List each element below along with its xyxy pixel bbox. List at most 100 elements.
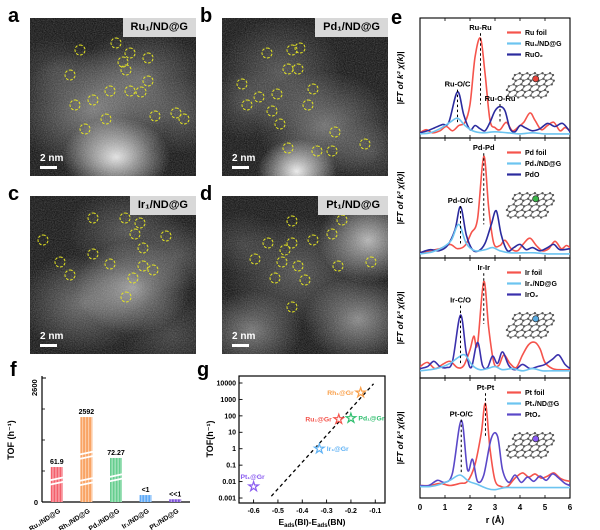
sample-label-d: Pt₁/ND@G	[318, 196, 388, 215]
single-atom-marker	[64, 69, 76, 81]
single-atom-marker	[135, 86, 147, 98]
bar-value-label: <1	[142, 487, 150, 494]
y-tick-label: 0.1	[226, 463, 236, 470]
single-atom-marker	[262, 237, 274, 249]
y-axis-label: TOF(h⁻¹)	[205, 420, 215, 457]
y-axis-label: |FT of k² χ(k)|	[395, 51, 405, 104]
y-tick-label: 0.01	[222, 479, 236, 486]
peak-label: Ir-C/O	[450, 296, 471, 305]
scatter-point-Pd₁@Gr: Pd₁@Gr	[344, 411, 385, 424]
star-marker	[312, 441, 327, 455]
x-tick-label: 1	[443, 503, 448, 512]
single-atom-marker	[276, 256, 288, 268]
single-atom-marker	[282, 142, 294, 154]
single-atom-marker	[104, 258, 116, 270]
x-tick-label: 0	[418, 503, 423, 512]
y-min-tick-label: 0	[34, 498, 38, 507]
single-atom-marker	[279, 244, 291, 256]
legend-label: PdO	[525, 172, 540, 179]
curve-PtO₂	[420, 419, 570, 487]
plot-frame	[238, 375, 386, 504]
single-atom-marker	[299, 274, 311, 286]
noise-texture	[30, 196, 196, 354]
point-label: Pt₁@Gr	[241, 474, 266, 481]
exafs-subplot-0: Ru-Ru Ru-O/C Ru-O-Ru Ru foil Ru₁/ND@G RuO₂ |FT…	[395, 17, 571, 139]
peak-label: Pt-O/C	[450, 410, 474, 419]
scatter-point-Ir₁@Gr: Ir₁@Gr	[312, 441, 349, 455]
bar-category-label: Pt₁/ND@G	[149, 508, 181, 530]
x-tick-label: 4	[518, 503, 523, 512]
graphene-lattice-inset	[505, 432, 555, 459]
single-atom-marker	[54, 256, 66, 268]
y-tick-label: 0.001	[218, 495, 236, 502]
micrograph-c: Ir₁/ND@G 2 nm	[30, 196, 196, 354]
x-tick-label: -0.1	[369, 508, 381, 515]
single-atom-marker	[124, 47, 136, 59]
scatter-point-Ru₁@Gr: Ru₁@Gr	[305, 412, 346, 425]
single-atom-marker	[170, 107, 182, 119]
y-tick-label: 1000	[220, 397, 236, 404]
curve-Pt foil	[420, 402, 570, 489]
metal-atom	[532, 75, 540, 83]
single-atom-marker	[129, 228, 141, 240]
single-atom-marker	[249, 253, 261, 265]
single-atom-marker	[359, 138, 371, 150]
noise-texture	[222, 18, 388, 176]
legend-label: Ru foil	[525, 30, 547, 37]
single-atom-marker	[261, 47, 273, 59]
atom-markers-layer-b	[222, 18, 388, 176]
legend-label: RuO₂	[525, 52, 543, 59]
single-atom-marker	[302, 99, 314, 111]
legend-label: Ir₁/ND@G	[525, 281, 557, 288]
single-atom-marker	[336, 214, 348, 226]
peak-label: Ru-Ru	[469, 23, 492, 32]
y-tick-label: 1	[232, 446, 236, 453]
peak-label: Pd-Pd	[473, 143, 495, 152]
single-atom-marker	[104, 85, 116, 97]
curves	[420, 37, 570, 135]
bar-category-label: Ir₁/ND@G	[121, 508, 151, 530]
single-atom-marker	[292, 260, 304, 272]
atom-markers-layer-c	[30, 196, 196, 354]
single-atom-marker	[137, 242, 149, 254]
point-label: Pd₁@Gr	[358, 416, 384, 423]
x-axis-label: r (Å)	[486, 515, 505, 525]
bar-value-label: 72.27	[107, 450, 125, 457]
graphene-lattice-inset	[505, 72, 555, 99]
curves	[420, 280, 570, 372]
single-atom-marker	[127, 272, 139, 284]
curve-Pd₁/ND@G	[420, 223, 570, 255]
x-tick-label: -0.6	[248, 508, 260, 515]
peak-label: Ir-Ir	[477, 263, 490, 272]
graphene-lattice-inset	[505, 192, 555, 219]
single-atom-marker	[134, 217, 146, 229]
x-tick-label: 2	[468, 503, 473, 512]
exafs-spectra-panel: Ru-Ru Ru-O/C Ru-O-Ru Ru foil Ru₁/ND@G RuO₂ |FT…	[395, 17, 573, 525]
curve-Ru foil	[420, 37, 570, 134]
single-atom-marker	[142, 52, 154, 63]
x-tick-label: -0.2	[345, 508, 357, 515]
panel-letter-f: f	[10, 359, 17, 381]
single-atom-marker	[365, 256, 377, 268]
point-label: Ru₁@Gr	[305, 417, 332, 424]
single-atom-marker	[120, 64, 132, 76]
graphene-lattice-inset	[505, 312, 555, 339]
single-atom-marker	[100, 113, 112, 125]
single-atom-marker	[147, 264, 159, 276]
legend-label: Ir foil	[525, 270, 542, 277]
curves	[420, 402, 570, 491]
trend-line	[270, 383, 375, 497]
curve-Pt₁/ND@G	[420, 474, 570, 491]
panel-letter-b: b	[200, 5, 213, 27]
scale-bar-line	[232, 166, 249, 169]
star-marker	[353, 385, 368, 399]
single-atom-marker	[253, 91, 265, 103]
sample-label-a: Ru₁/ND@G	[122, 18, 196, 37]
single-atom-marker	[87, 212, 99, 224]
star-marker	[344, 411, 358, 424]
bar-value-label: 2592	[79, 409, 95, 416]
single-atom-marker	[329, 126, 341, 138]
y-axis-label: TOF (h⁻¹)	[6, 420, 16, 460]
